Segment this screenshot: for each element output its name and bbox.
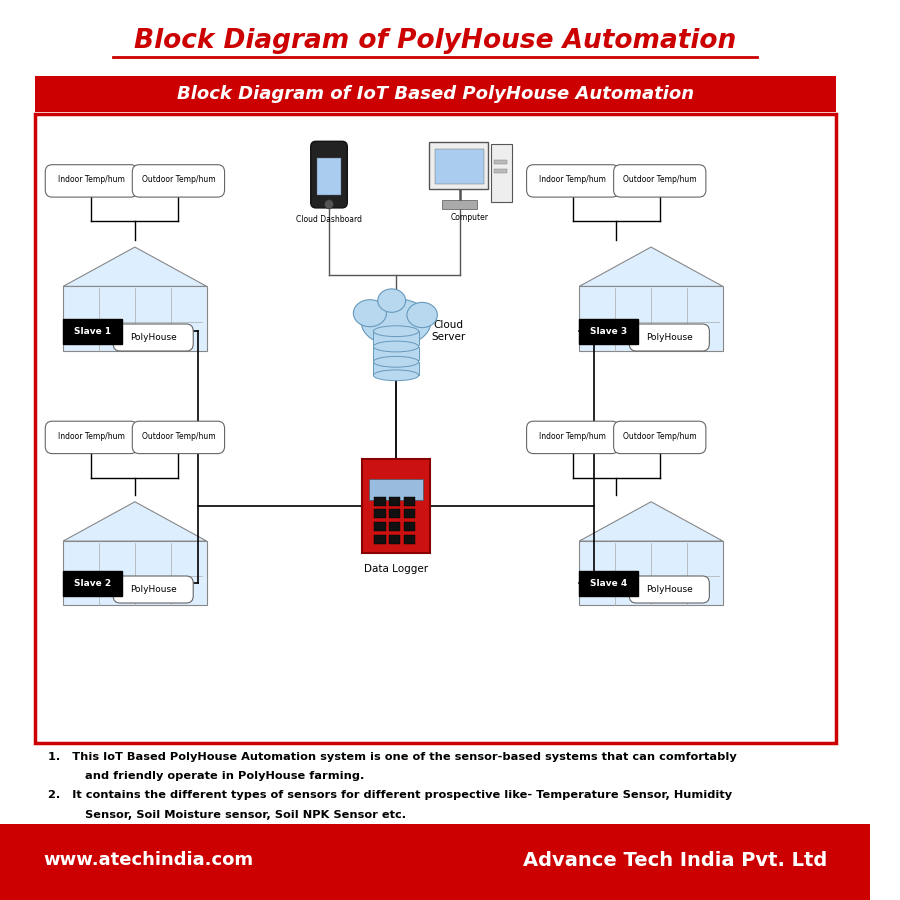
Bar — [374, 535, 385, 544]
Bar — [389, 497, 400, 506]
FancyBboxPatch shape — [526, 421, 619, 454]
FancyBboxPatch shape — [614, 421, 706, 454]
Circle shape — [325, 200, 333, 209]
Text: Slave 1: Slave 1 — [74, 327, 111, 336]
Ellipse shape — [374, 341, 419, 352]
Text: Outdoor Temp/hum: Outdoor Temp/hum — [623, 432, 697, 441]
Text: PolyHouse: PolyHouse — [646, 585, 693, 594]
Bar — [491, 144, 512, 202]
FancyBboxPatch shape — [45, 165, 138, 197]
Bar — [436, 149, 484, 184]
Text: Indoor Temp/hum: Indoor Temp/hum — [58, 432, 125, 441]
Ellipse shape — [407, 302, 437, 328]
Ellipse shape — [361, 299, 431, 346]
Polygon shape — [63, 247, 207, 286]
Bar — [317, 158, 341, 195]
Text: PolyHouse: PolyHouse — [130, 585, 176, 594]
Text: Indoor Temp/hum: Indoor Temp/hum — [539, 176, 607, 184]
Bar — [374, 497, 385, 506]
Text: PolyHouse: PolyHouse — [130, 333, 176, 342]
Text: 2.   It contains the different types of sensors for different prospective like- : 2. It contains the different types of se… — [48, 790, 732, 800]
Text: Block Diagram of IoT Based PolyHouse Automation: Block Diagram of IoT Based PolyHouse Aut… — [176, 85, 694, 103]
Text: Slave 2: Slave 2 — [74, 579, 111, 588]
Bar — [404, 535, 415, 544]
Text: PolyHouse: PolyHouse — [646, 333, 693, 342]
Bar — [35, 114, 835, 742]
Bar — [429, 142, 489, 189]
Text: and friendly operate in PolyHouse farming.: and friendly operate in PolyHouse farmin… — [86, 771, 365, 781]
Text: Indoor Temp/hum: Indoor Temp/hum — [539, 432, 607, 441]
Ellipse shape — [374, 370, 419, 381]
Bar — [493, 160, 507, 164]
Text: Outdoor Temp/hum: Outdoor Temp/hum — [141, 176, 215, 184]
FancyBboxPatch shape — [526, 165, 619, 197]
FancyBboxPatch shape — [629, 324, 709, 351]
Bar — [580, 541, 723, 605]
Ellipse shape — [374, 326, 419, 337]
Polygon shape — [63, 502, 207, 541]
Bar — [374, 346, 419, 360]
Text: Cloud
Server: Cloud Server — [431, 320, 465, 342]
Bar — [35, 76, 835, 112]
Bar — [63, 286, 207, 350]
Text: Indoor Temp/hum: Indoor Temp/hum — [58, 176, 125, 184]
Ellipse shape — [378, 289, 406, 312]
Bar — [493, 169, 507, 173]
Text: Cloud Dashboard: Cloud Dashboard — [296, 215, 362, 224]
FancyBboxPatch shape — [45, 421, 138, 454]
Text: Outdoor Temp/hum: Outdoor Temp/hum — [141, 432, 215, 441]
Text: Slave 3: Slave 3 — [590, 327, 627, 336]
Bar — [404, 522, 415, 531]
FancyBboxPatch shape — [614, 165, 706, 197]
Bar — [369, 479, 423, 500]
Bar — [374, 331, 419, 345]
Bar — [63, 319, 122, 344]
Bar — [374, 362, 419, 375]
Polygon shape — [580, 502, 723, 541]
Text: Slave 4: Slave 4 — [590, 579, 627, 588]
Text: Sensor, Soil Moisture sensor, Soil NPK Sensor etc.: Sensor, Soil Moisture sensor, Soil NPK S… — [86, 810, 407, 820]
Text: Data Logger: Data Logger — [364, 564, 428, 574]
Bar — [63, 541, 207, 605]
Bar — [362, 459, 430, 553]
Bar — [579, 571, 638, 596]
FancyBboxPatch shape — [113, 324, 194, 351]
Text: Advance Tech India Pvt. Ltd: Advance Tech India Pvt. Ltd — [523, 850, 827, 870]
FancyBboxPatch shape — [629, 576, 709, 603]
Ellipse shape — [354, 300, 386, 327]
Text: 1.   This IoT Based PolyHouse Automation system is one of the sensor-based syste: 1. This IoT Based PolyHouse Automation s… — [48, 752, 736, 761]
FancyBboxPatch shape — [310, 141, 347, 208]
Ellipse shape — [374, 356, 419, 367]
Bar — [0, 824, 870, 900]
Bar — [442, 200, 477, 209]
Text: Outdoor Temp/hum: Outdoor Temp/hum — [623, 176, 697, 184]
FancyBboxPatch shape — [132, 165, 225, 197]
Bar — [580, 286, 723, 350]
Text: www.atechindia.com: www.atechindia.com — [43, 851, 254, 869]
Bar — [389, 535, 400, 544]
Bar — [389, 522, 400, 531]
Bar — [579, 319, 638, 344]
Bar — [63, 571, 122, 596]
Bar — [374, 522, 385, 531]
FancyBboxPatch shape — [132, 421, 225, 454]
Bar — [389, 509, 400, 518]
Bar — [404, 509, 415, 518]
FancyBboxPatch shape — [113, 576, 194, 603]
Text: Computer: Computer — [451, 213, 489, 222]
Bar — [374, 509, 385, 518]
Polygon shape — [580, 247, 723, 286]
Text: Block Diagram of PolyHouse Automation: Block Diagram of PolyHouse Automation — [134, 28, 736, 53]
Bar — [404, 497, 415, 506]
